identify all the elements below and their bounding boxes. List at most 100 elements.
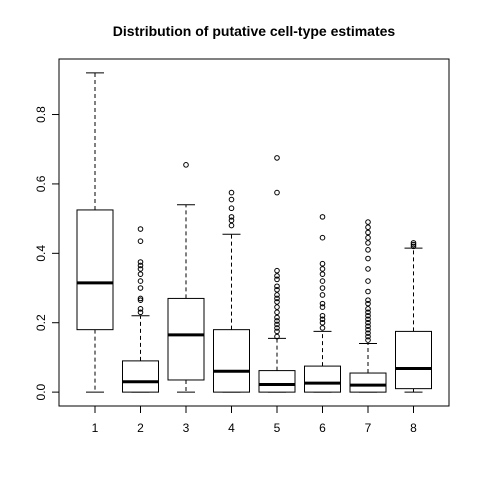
outlier-point	[274, 325, 280, 331]
box-2	[122, 226, 159, 393]
outlier-point	[137, 266, 144, 272]
outlier-point	[365, 229, 371, 236]
iqr-box	[122, 360, 159, 393]
outlier-point	[319, 304, 326, 310]
outlier-point	[137, 285, 144, 291]
outlier-point	[365, 337, 371, 343]
chart-title: Distribution of putative cell-type estim…	[113, 23, 396, 39]
outlier-point	[365, 224, 371, 231]
outlier-point	[274, 328, 280, 335]
outlier-point	[183, 162, 189, 168]
x-tick-label: 8	[410, 421, 417, 435]
outlier-point	[410, 240, 417, 246]
outlier-point	[274, 299, 280, 305]
outlier-point	[365, 306, 371, 312]
iqr-box	[213, 329, 250, 393]
outlier-point	[137, 238, 144, 244]
x-tick-label: 3	[183, 421, 190, 435]
outlier-point	[228, 189, 235, 196]
outlier-point	[274, 295, 280, 302]
x-axis: 1 2 3 4 5 6 7 8	[92, 405, 417, 435]
outlier-point	[365, 309, 371, 316]
outlier-point	[137, 262, 144, 269]
x-tick-label: 2	[137, 421, 144, 435]
outlier-point	[365, 247, 371, 253]
box-8	[395, 240, 432, 393]
box-4	[213, 189, 250, 393]
x-tick-label: 4	[228, 421, 235, 435]
iqr-box	[76, 209, 114, 331]
outlier-point	[274, 189, 280, 196]
outlier-point	[365, 297, 371, 303]
outlier-point	[274, 309, 280, 316]
outlier-point	[274, 321, 280, 328]
outlier-point	[274, 314, 280, 321]
iqr-box	[304, 365, 341, 393]
plot-frame	[58, 58, 450, 407]
x-tick-label: 5	[274, 421, 281, 435]
box-6	[304, 214, 341, 393]
iqr-box	[395, 330, 432, 390]
outlier-point	[365, 316, 371, 323]
y-tick-label: 0.8	[34, 106, 48, 123]
outlier-point	[319, 278, 326, 284]
box-5	[258, 155, 296, 393]
outlier-point	[274, 318, 280, 324]
outlier-point	[319, 300, 326, 307]
box-1	[76, 72, 114, 393]
outlier-point	[228, 214, 235, 220]
box-series	[76, 72, 432, 393]
outlier-point	[274, 292, 280, 298]
outlier-point	[319, 312, 326, 319]
outlier-point	[274, 283, 280, 290]
x-tick-label: 1	[92, 421, 99, 435]
y-tick-label: 0.6	[34, 175, 48, 192]
outlier-point	[274, 276, 280, 283]
outlier-point	[365, 319, 371, 326]
outlier-point	[365, 266, 371, 272]
outlier-point	[137, 297, 144, 303]
outlier-point	[137, 278, 144, 284]
outlier-point	[228, 217, 235, 224]
y-tick-label: 0.2	[34, 314, 48, 331]
outlier-point	[137, 309, 144, 316]
y-tick-label: 0.4	[34, 245, 48, 262]
outlier-point	[365, 323, 371, 329]
x-tick-label: 6	[319, 421, 326, 435]
outlier-point	[274, 267, 280, 274]
outlier-point	[319, 234, 326, 241]
outlier-point	[319, 260, 326, 267]
outlier-point	[365, 234, 371, 241]
outlier-point	[274, 286, 280, 293]
outlier-point	[137, 271, 144, 277]
outlier-point	[137, 226, 144, 232]
box-3	[167, 162, 205, 393]
outlier-point	[410, 241, 417, 248]
outlier-point	[319, 316, 326, 323]
iqr-box	[167, 297, 205, 381]
outlier-point	[319, 266, 326, 272]
outlier-point	[319, 319, 326, 326]
box-7	[349, 219, 387, 393]
outlier-point	[365, 288, 371, 295]
y-tick-label: 0.0	[34, 383, 48, 400]
outlier-point	[274, 333, 280, 340]
outlier-point	[319, 325, 326, 331]
outlier-point	[228, 222, 235, 229]
outlier-point	[319, 271, 326, 277]
outlier-point	[319, 292, 326, 298]
iqr-box	[349, 372, 387, 393]
outlier-point	[228, 196, 235, 203]
x-tick-label: 7	[365, 421, 372, 435]
iqr-box	[258, 370, 296, 393]
outlier-point	[365, 255, 371, 262]
outlier-point	[274, 273, 280, 279]
outlier-point	[365, 300, 371, 307]
outlier-point	[365, 278, 371, 284]
outlier-point	[137, 306, 144, 312]
y-axis: 0.0 0.2 0.4 0.6 0.8	[34, 106, 60, 400]
outlier-point	[410, 243, 417, 250]
outlier-point	[137, 295, 144, 302]
outlier-point	[274, 155, 280, 161]
outlier-point	[274, 304, 280, 310]
